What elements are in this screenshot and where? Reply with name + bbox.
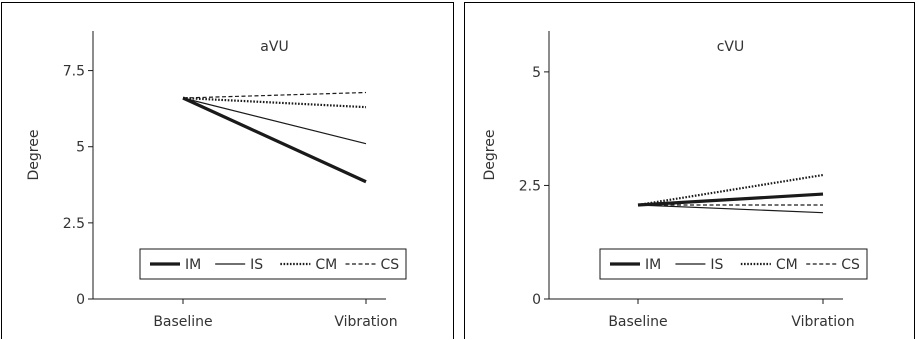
y-tick-label: 7.5 bbox=[63, 64, 85, 80]
y-axis-label: Degree bbox=[482, 130, 498, 181]
legend-label-im: IM bbox=[185, 257, 201, 273]
x-tick-label: Vibration bbox=[791, 314, 854, 330]
y-tick-label: 5 bbox=[76, 140, 85, 156]
series-line-cm bbox=[637, 173, 824, 207]
y-axis-label: Degree bbox=[26, 130, 42, 181]
legend-label-is: IS bbox=[710, 257, 723, 273]
series-line-is bbox=[637, 204, 824, 214]
series-line-is bbox=[182, 97, 367, 145]
legend-label-im: IM bbox=[645, 257, 661, 273]
y-tick-label: 0 bbox=[532, 292, 541, 308]
chart-avu: 0 2.5 5 7.5 Baseline Vibration Degree aVU IM IS CM… bbox=[26, 31, 407, 330]
legend-label-cs: CS bbox=[381, 257, 400, 273]
series-line-cm bbox=[182, 96, 367, 109]
legend-label-is: IS bbox=[250, 257, 263, 273]
chart-panel-avu: 0 2.5 5 7.5 Baseline Vibration Degree aVU IM IS CM… bbox=[1, 2, 454, 339]
series-line-im bbox=[637, 192, 824, 207]
y-tick-label: 0 bbox=[76, 292, 85, 308]
y-tick-label: 2.5 bbox=[519, 178, 541, 194]
chart-title: cVU bbox=[717, 39, 745, 55]
chart-cvu: 0 2.5 5 Baseline Vibration Degree cVU IM IS CM CS bbox=[482, 31, 868, 330]
y-tick-label: 2.5 bbox=[63, 216, 85, 232]
legend-label-cs: CS bbox=[841, 257, 860, 273]
x-tick-label: Baseline bbox=[608, 314, 667, 330]
chart-title: aVU bbox=[260, 39, 288, 55]
chart-panel-cvu: 0 2.5 5 Baseline Vibration Degree cVU IM IS CM CS bbox=[464, 2, 915, 339]
legend-label-cm: CM bbox=[315, 257, 337, 273]
series-line-im bbox=[182, 96, 367, 184]
legend-label-cm: CM bbox=[776, 257, 798, 273]
x-tick-label: Baseline bbox=[153, 314, 212, 330]
y-tick-label: 5 bbox=[532, 65, 541, 81]
series-line-cs bbox=[182, 91, 367, 99]
x-tick-label: Vibration bbox=[334, 314, 397, 330]
